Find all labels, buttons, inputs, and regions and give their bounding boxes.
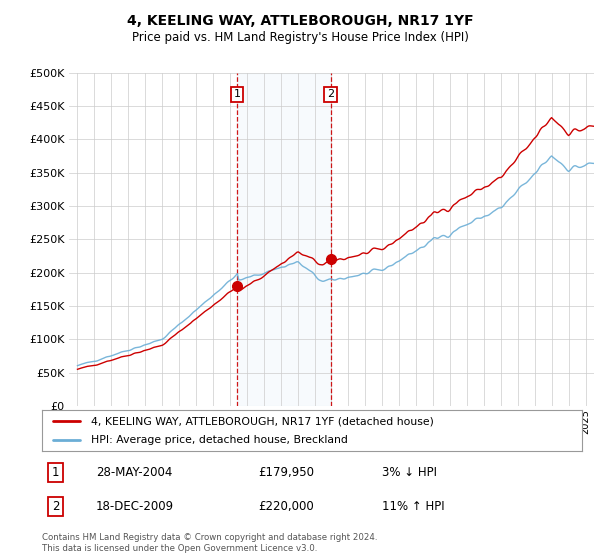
Text: Contains HM Land Registry data © Crown copyright and database right 2024.
This d: Contains HM Land Registry data © Crown c… bbox=[42, 533, 377, 553]
Text: £220,000: £220,000 bbox=[258, 500, 314, 513]
Text: 18-DEC-2009: 18-DEC-2009 bbox=[96, 500, 174, 513]
Text: 3% ↓ HPI: 3% ↓ HPI bbox=[382, 466, 437, 479]
Text: £179,950: £179,950 bbox=[258, 466, 314, 479]
Text: 4, KEELING WAY, ATTLEBOROUGH, NR17 1YF (detached house): 4, KEELING WAY, ATTLEBOROUGH, NR17 1YF (… bbox=[91, 417, 433, 426]
Text: Price paid vs. HM Land Registry's House Price Index (HPI): Price paid vs. HM Land Registry's House … bbox=[131, 31, 469, 44]
Text: 2: 2 bbox=[327, 90, 334, 100]
Text: 4, KEELING WAY, ATTLEBOROUGH, NR17 1YF: 4, KEELING WAY, ATTLEBOROUGH, NR17 1YF bbox=[127, 14, 473, 28]
Text: 28-MAY-2004: 28-MAY-2004 bbox=[96, 466, 172, 479]
Text: 11% ↑ HPI: 11% ↑ HPI bbox=[382, 500, 445, 513]
Text: 1: 1 bbox=[52, 466, 59, 479]
Text: 2: 2 bbox=[52, 500, 59, 513]
Text: HPI: Average price, detached house, Breckland: HPI: Average price, detached house, Brec… bbox=[91, 435, 347, 445]
Bar bbox=[237, 73, 331, 406]
Text: 1: 1 bbox=[233, 90, 241, 100]
